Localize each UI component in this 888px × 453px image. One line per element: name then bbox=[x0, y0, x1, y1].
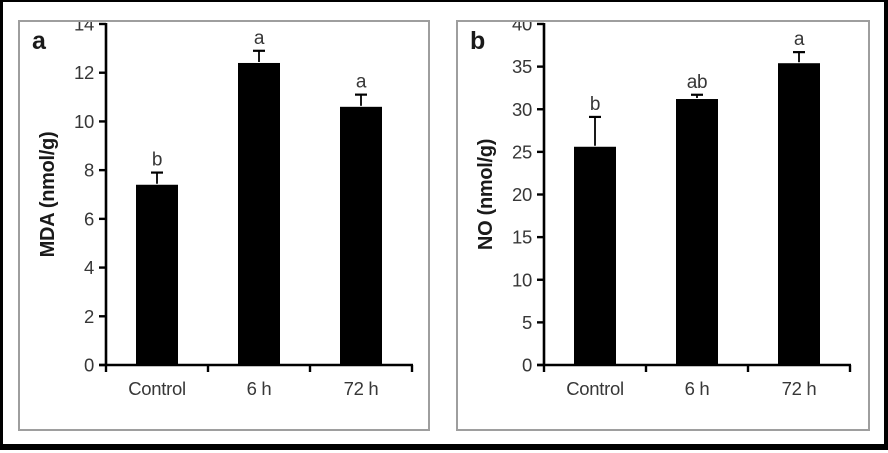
y-tick-label: 0 bbox=[522, 355, 532, 376]
bar bbox=[676, 99, 718, 366]
sig-letter: a bbox=[254, 28, 265, 49]
bar bbox=[778, 63, 820, 366]
x-category-label: 6 h bbox=[247, 378, 272, 399]
panel-b: b 0 5 10 15 20 25 30 35 40 b Control ab 6 h a 72 h NO (… bbox=[456, 20, 870, 431]
y-tick-label: 6 bbox=[84, 208, 94, 229]
y-tick-label: 20 bbox=[512, 184, 532, 205]
panel-letter-b: b bbox=[470, 27, 486, 55]
sig-letter: a bbox=[356, 72, 367, 93]
y-tick-label: 10 bbox=[74, 111, 94, 132]
y-tick-label: 25 bbox=[512, 141, 532, 162]
bar-chart-no: 0 5 10 15 20 25 30 35 40 b Control ab 6 h a 72 h NO (nm… bbox=[475, 22, 852, 399]
bar bbox=[574, 146, 616, 365]
x-category-label: 6 h bbox=[685, 378, 710, 399]
panel-letter-a: a bbox=[32, 27, 46, 55]
bar bbox=[238, 62, 280, 365]
y-tick-label: 30 bbox=[512, 99, 532, 120]
sig-letter: ab bbox=[687, 72, 708, 93]
y-tick-label: 5 bbox=[522, 312, 532, 333]
x-category-label: 72 h bbox=[344, 378, 379, 399]
x-category-label: 72 h bbox=[782, 378, 817, 399]
sig-letter: b bbox=[590, 94, 600, 115]
y-tick-label: 12 bbox=[74, 62, 94, 83]
y-tick-label: 0 bbox=[84, 355, 94, 376]
y-tick-label: 40 bbox=[512, 22, 532, 35]
sig-letter: a bbox=[794, 29, 805, 50]
y-tick-label: 10 bbox=[512, 269, 532, 290]
y-tick-label: 15 bbox=[512, 227, 532, 248]
y-tick-label: 35 bbox=[512, 56, 532, 77]
y-tick-label: 2 bbox=[84, 306, 94, 327]
bar-chart-mda: 0 2 4 6 8 10 12 14 b Control a 6 h a 72 h MDA (nmol/g) bbox=[37, 22, 414, 399]
x-category-label: Control bbox=[128, 378, 186, 399]
bar bbox=[340, 106, 382, 366]
y-axis-title: MDA (nmol/g) bbox=[37, 132, 59, 258]
y-axis-title: NO (nmol/g) bbox=[475, 139, 497, 250]
y-tick-label: 8 bbox=[84, 160, 94, 181]
x-category-label: Control bbox=[566, 378, 624, 399]
panel-a: a 0 2 4 6 8 10 12 14 b Control a 6 h a 72 h MDA (nmol/… bbox=[18, 20, 430, 431]
y-tick-label: 14 bbox=[74, 22, 94, 35]
bar bbox=[136, 184, 178, 365]
sig-letter: b bbox=[152, 150, 162, 171]
y-tick-label: 4 bbox=[84, 257, 94, 278]
